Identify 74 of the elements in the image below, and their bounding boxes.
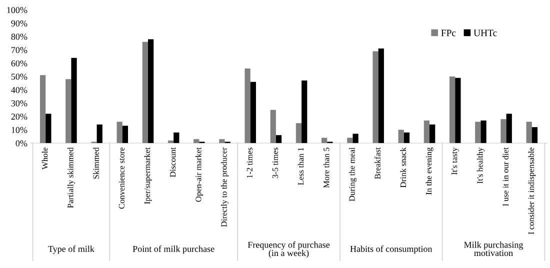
bar: [455, 78, 461, 144]
bar: [506, 114, 512, 144]
text: Milk purchasing motivation: [464, 241, 524, 256]
bar: [347, 138, 353, 144]
bar: [532, 127, 538, 144]
x-tick-label: Skimmed: [93, 147, 99, 179]
y-tick-label: 0%: [16, 140, 28, 146]
text: Frequency of purchase (in a week): [248, 241, 330, 258]
bar: [449, 76, 456, 144]
bar: [122, 126, 128, 144]
bar: [378, 48, 384, 144]
bar: [480, 120, 486, 144]
bar: [168, 140, 174, 144]
x-tick-label: Partially skimmed: [67, 147, 75, 208]
x-tick-label: During the meal: [348, 147, 357, 202]
x-tick-label: Open-air market: [195, 147, 203, 202]
bar: [526, 122, 532, 144]
y-tick-label: 60%: [11, 60, 28, 66]
bar: [174, 132, 180, 144]
x-tick-label: Directly to the producer: [220, 147, 229, 227]
bar: [148, 39, 154, 144]
x-tick-label: It's tasty: [452, 147, 459, 175]
bar: [276, 135, 282, 144]
x-tick-label: Convenience store: [118, 148, 124, 209]
legend-label: FPc: [441, 30, 456, 36]
text: Point of milk purchase: [132, 246, 214, 254]
bar: [404, 132, 410, 144]
text: Type of milk: [48, 246, 94, 254]
bar: [46, 114, 52, 144]
bar: [430, 124, 436, 144]
x-tick-label: More than 5: [323, 148, 330, 188]
y-tick-label: 80%: [11, 34, 28, 40]
y-tick-label: 50%: [11, 74, 28, 80]
legend-label: UHTc: [474, 30, 497, 36]
y-tick-label: 90%: [11, 20, 28, 26]
text: Habits of consumption: [350, 246, 432, 254]
y-tick-label: 10%: [12, 126, 28, 134]
bar: [66, 79, 72, 144]
x-tick-label: I use it in our diet: [502, 147, 508, 206]
x-tick-label: Iper/supermarket: [144, 147, 152, 204]
bar: [116, 122, 122, 144]
bar: [40, 75, 46, 144]
y-tick-label: 100%: [7, 7, 28, 14]
bar: [475, 122, 481, 144]
bar: [398, 130, 404, 144]
bar: [194, 139, 200, 144]
x-tick-label: It's healthy: [476, 147, 484, 184]
x-tick-label: 3-5 times: [272, 148, 278, 178]
bar: [500, 119, 506, 144]
y-tick-label: 40%: [11, 86, 28, 94]
x-tick-label: Breakfast: [374, 147, 380, 179]
bar: [219, 139, 225, 144]
y-tick-label: 20%: [11, 114, 28, 120]
bar: [71, 58, 77, 144]
bar: [244, 68, 250, 144]
y-tick-label: 70%: [12, 47, 28, 54]
bar: [296, 123, 302, 144]
bar: [142, 42, 148, 144]
x-tick-label: In the evening: [426, 147, 434, 195]
y-tick-label: 30%: [11, 100, 28, 106]
bar: [270, 110, 276, 144]
bar: [372, 51, 378, 144]
x-tick-label: Less than 1: [298, 148, 304, 185]
x-tick-label: I consider it indispensable: [528, 148, 536, 234]
bar: [250, 82, 256, 144]
bar: [352, 134, 358, 144]
x-tick-label: 1-2 times: [246, 148, 252, 178]
x-tick-label: Discount: [170, 147, 176, 178]
x-tick-label: Drink snack: [400, 147, 406, 188]
bar: [424, 120, 430, 144]
bar: [322, 138, 328, 144]
bar: [302, 80, 308, 144]
bar: [96, 124, 102, 144]
x-tick-label: Whole: [42, 148, 48, 170]
